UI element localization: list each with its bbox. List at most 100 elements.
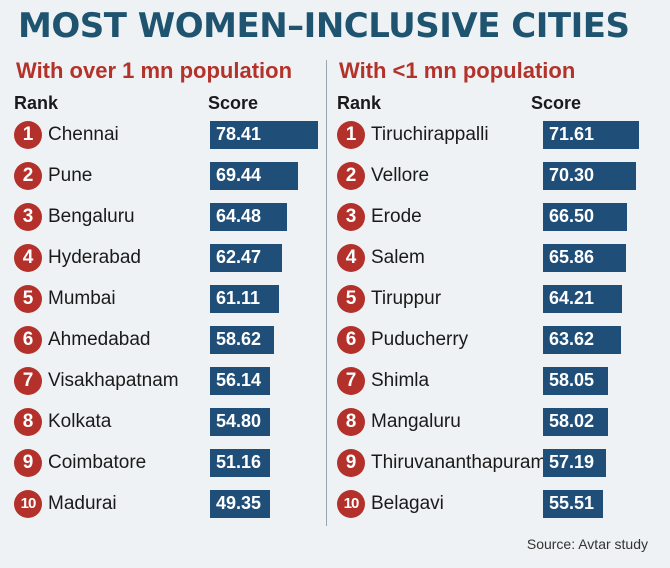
score-bar: 57.19 xyxy=(543,449,606,477)
city-name: Coimbatore xyxy=(48,452,147,473)
score-value: 57.19 xyxy=(549,452,595,472)
ranking-row: 8 Kolkata 54.80 xyxy=(10,405,330,446)
score-value: 55.51 xyxy=(549,493,595,513)
score-bar: 64.48 xyxy=(210,203,287,231)
score-value: 61.11 xyxy=(216,288,261,308)
city-name: Belagavi xyxy=(371,493,444,514)
city-name: Tiruppur xyxy=(371,288,442,309)
score-bar: 58.05 xyxy=(543,367,608,395)
score-value: 58.62 xyxy=(216,329,262,349)
city-name: Madurai xyxy=(48,493,117,514)
city-name: Hyderabad xyxy=(48,247,141,268)
chart-subtitle: With over 1 mn population xyxy=(16,58,293,83)
ranking-row: 5 Mumbai 61.11 xyxy=(10,282,330,323)
score-value: 64.48 xyxy=(216,206,262,226)
ranking-row: 5 Tiruppur 64.21 xyxy=(333,282,653,323)
score-value: 63.62 xyxy=(549,329,595,349)
score-value: 71.61 xyxy=(549,124,595,144)
city-name: Visakhapatnam xyxy=(48,370,179,391)
score-bar: 78.41 xyxy=(210,121,318,149)
ranking-row: 2 Pune 69.44 xyxy=(10,159,330,200)
page-title: MOST WOMEN–INCLUSIVE CITIES xyxy=(18,6,630,46)
city-name: Chennai xyxy=(48,124,119,145)
ranking-row: 2 Vellore 70.30 xyxy=(333,159,653,200)
ranking-row: 6 Puducherry 63.62 xyxy=(333,323,653,364)
score-column-header: Score xyxy=(531,93,582,113)
ranking-row: 1 Chennai 78.41 xyxy=(10,118,330,159)
ranking-row: 7 Shimla 58.05 xyxy=(333,364,653,405)
score-value: 51.16 xyxy=(216,452,262,472)
ranking-row: 6 Ahmedabad 58.62 xyxy=(10,323,330,364)
city-name: Bengaluru xyxy=(48,206,135,227)
rank-badge: 10 xyxy=(14,490,42,518)
rank-column-header: Rank xyxy=(14,93,59,113)
score-value: 69.44 xyxy=(216,165,262,185)
rank-badge: 6 xyxy=(337,326,365,354)
rank-badge: 9 xyxy=(14,449,42,477)
rank-badge: 3 xyxy=(337,203,365,231)
rank-badge: 1 xyxy=(14,121,42,149)
ranking-row: 8 Mangaluru 58.02 xyxy=(333,405,653,446)
chart-panel-small-cities: With <1 mn population Rank Score 1 Tiruch… xyxy=(333,58,653,528)
city-name: Tiruchirappalli xyxy=(371,124,489,145)
score-value: 70.30 xyxy=(549,165,595,185)
score-bar: 55.51 xyxy=(543,490,603,518)
score-bar: 49.35 xyxy=(210,490,270,518)
ranking-row: 4 Salem 65.86 xyxy=(333,241,653,282)
rank-column-header: Rank xyxy=(337,93,382,113)
city-name: Thiruvananthapuram xyxy=(371,452,547,473)
city-name: Mangaluru xyxy=(371,411,461,432)
column-divider xyxy=(326,60,327,526)
score-bar: 69.44 xyxy=(210,162,298,190)
rank-badge: 4 xyxy=(337,244,365,272)
score-bar: 51.16 xyxy=(210,449,270,477)
ranking-rows: 1 Chennai 78.41 2 Pune 69.44 3 Bengaluru 64.48 4 H… xyxy=(10,118,330,528)
score-bar: 63.62 xyxy=(543,326,621,354)
score-bar: 61.11 xyxy=(210,285,279,313)
city-name: Vellore xyxy=(371,165,430,186)
score-value: 78.41 xyxy=(216,124,262,144)
rank-badge: 5 xyxy=(337,285,365,313)
score-value: 56.14 xyxy=(216,370,262,390)
city-name: Kolkata xyxy=(48,411,112,432)
rank-badge: 5 xyxy=(14,285,42,313)
rank-badge: 3 xyxy=(14,203,42,231)
city-name: Mumbai xyxy=(48,288,116,309)
score-bar: 64.21 xyxy=(543,285,622,313)
city-name: Pune xyxy=(48,165,93,186)
score-value: 58.05 xyxy=(549,370,595,390)
score-value: 49.35 xyxy=(216,493,262,513)
city-name: Shimla xyxy=(371,370,430,391)
score-bar: 58.02 xyxy=(543,408,608,436)
score-value: 66.50 xyxy=(549,206,595,226)
city-name: Puducherry xyxy=(371,329,469,350)
score-bar: 62.47 xyxy=(210,244,282,272)
score-value: 62.47 xyxy=(216,247,262,267)
chart-subtitle: With <1 mn population xyxy=(339,58,576,83)
rank-badge: 8 xyxy=(14,408,42,436)
rank-badge: 6 xyxy=(14,326,42,354)
score-value: 54.80 xyxy=(216,411,262,431)
score-value: 64.21 xyxy=(549,288,595,308)
city-name: Salem xyxy=(371,247,425,268)
ranking-row: 10 Belagavi 55.51 xyxy=(333,487,653,528)
ranking-row: 3 Erode 66.50 xyxy=(333,200,653,241)
ranking-rows: 1 Tiruchirappalli 71.61 2 Vellore 70.30 3 Erode… xyxy=(333,118,653,528)
rank-badge: 7 xyxy=(14,367,42,395)
rank-badge: 10 xyxy=(337,490,365,518)
ranking-row: 3 Bengaluru 64.48 xyxy=(10,200,330,241)
score-value: 65.86 xyxy=(549,247,595,267)
source-note: Source: Avtar study xyxy=(526,536,648,552)
score-bar: 54.80 xyxy=(210,408,270,436)
city-name: Erode xyxy=(371,206,422,227)
score-value: 58.02 xyxy=(549,411,595,431)
rank-badge: 8 xyxy=(337,408,365,436)
ranking-row: 10 Madurai 49.35 xyxy=(10,487,330,528)
score-bar: 70.30 xyxy=(543,162,636,190)
ranking-row: 4 Hyderabad 62.47 xyxy=(10,241,330,282)
score-column-header: Score xyxy=(208,93,259,113)
ranking-row: 9 Thiruvananthapuram 57.19 xyxy=(333,446,653,487)
chart-panel-large-cities: With over 1 mn population Rank Score 1 Ch… xyxy=(10,58,330,528)
ranking-row: 7 Visakhapatnam 56.14 xyxy=(10,364,330,405)
ranking-row: 9 Coimbatore 51.16 xyxy=(10,446,330,487)
